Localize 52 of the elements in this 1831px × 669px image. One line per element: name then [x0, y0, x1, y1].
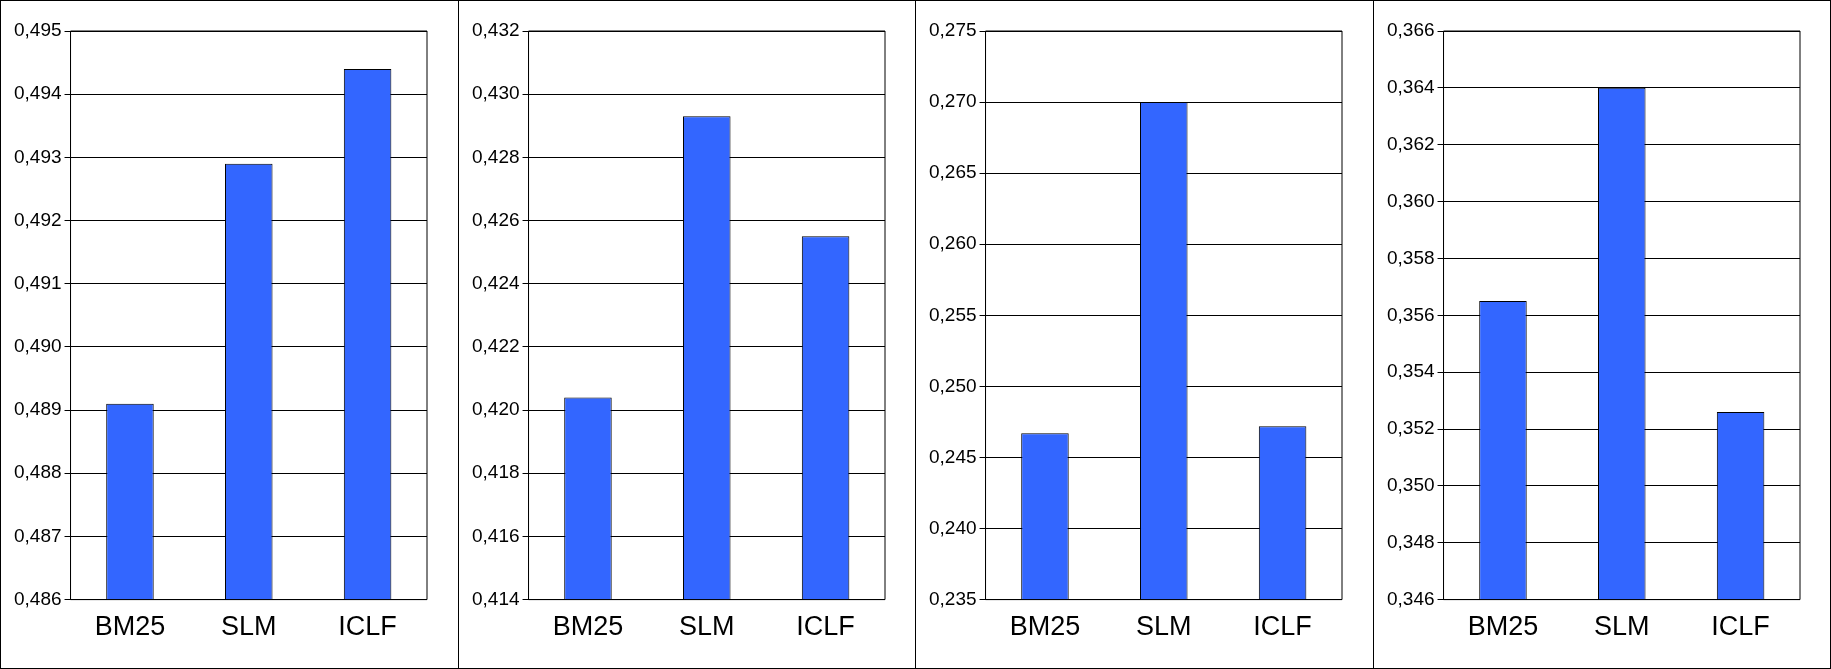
y-tick-label: 0,352	[1386, 417, 1435, 439]
y-tick-label: 0,260	[929, 232, 977, 254]
y-tick-label: 0,346	[1386, 587, 1435, 609]
y-tick-label: 0,426	[471, 208, 520, 230]
x-tick-label: SLM	[1593, 611, 1650, 642]
y-tick-label: 0,486	[14, 587, 62, 609]
y-tick-label: 0,490	[14, 335, 62, 357]
x-tick-label: ICLF	[1710, 611, 1770, 642]
y-tick-label: 0,430	[471, 82, 520, 104]
y-tick-label: 0,350	[1386, 474, 1435, 496]
y-tick-label: 0,354	[1386, 360, 1435, 382]
y-tick-label: 0,270	[929, 90, 977, 112]
y-tick-label: 0,416	[471, 524, 520, 546]
y-tick-label: 0,366	[1386, 19, 1435, 41]
y-tick-label: 0,491	[14, 271, 62, 293]
x-tick-label: SLM	[678, 611, 735, 642]
x-tick-label: BM25	[1009, 611, 1081, 642]
x-tick-label: SLM	[1136, 611, 1192, 642]
y-tick-label: 0,265	[929, 161, 977, 183]
y-tick-label: 0,493	[14, 145, 62, 167]
y-tick-label: 0,275	[929, 19, 977, 41]
x-tick-label: BM25	[552, 611, 623, 642]
y-tick-label: 0,348	[1386, 530, 1435, 552]
y-tick-label: 0,488	[14, 461, 62, 483]
y-tick-label: 0,356	[1386, 303, 1435, 325]
y-tick-label: 0,255	[929, 303, 977, 325]
y-tick-label: 0,494	[14, 82, 62, 104]
y-tick-label: 0,424	[471, 271, 520, 293]
y-tick-label: 0,428	[471, 145, 520, 167]
x-tick-label: ICLF	[795, 611, 855, 642]
y-tick-label: 0,487	[14, 524, 62, 546]
y-tick-label: 0,358	[1386, 246, 1435, 268]
x-tick-label: ICLF	[1253, 611, 1312, 642]
y-tick-label: 0,414	[471, 587, 520, 609]
y-tick-label: 0,360	[1386, 189, 1435, 211]
y-tick-label: 0,250	[929, 374, 977, 396]
y-tick-label: 0,489	[14, 398, 62, 420]
y-tick-label: 0,495	[14, 19, 62, 41]
x-tick-label: ICLF	[338, 611, 397, 642]
x-tick-label: BM25	[94, 611, 166, 642]
y-tick-label: 0,235	[929, 587, 977, 609]
y-tick-label: 0,422	[471, 335, 520, 357]
x-tick-label: SLM	[221, 611, 277, 642]
y-tick-label: 0,240	[929, 516, 977, 538]
y-tick-label: 0,245	[929, 445, 977, 467]
x-tick-label: BM25	[1467, 611, 1538, 642]
y-tick-label: 0,364	[1386, 76, 1435, 98]
y-tick-label: 0,492	[14, 208, 62, 230]
y-tick-label: 0,362	[1386, 132, 1435, 154]
y-tick-label: 0,432	[471, 19, 520, 41]
y-tick-label: 0,420	[471, 398, 520, 420]
y-tick-label: 0,418	[471, 461, 520, 483]
